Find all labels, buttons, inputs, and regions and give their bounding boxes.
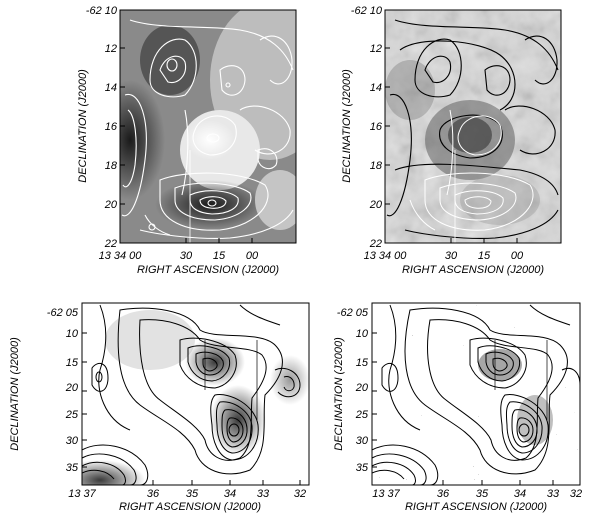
panel-b-xtick: 13 34 00 — [364, 250, 408, 262]
panel-b-ytick: 20 — [369, 199, 383, 211]
panel-c-x-ticks — [152, 480, 301, 485]
panel-d-xtick: 34 — [514, 488, 526, 500]
panel-d-ytick: 15 — [356, 357, 369, 369]
panel-a-x-ticks — [185, 238, 253, 243]
panel-d-ytick: 20 — [355, 382, 369, 394]
panel-d-x-ticks — [442, 480, 554, 485]
panel-b-xlabel: RIGHT ASCENSION (J2000) — [402, 264, 544, 276]
panel-c-y-ticks — [82, 332, 87, 468]
panel-a-xtick: 13 34 00 — [99, 250, 143, 262]
panel-d: -62 05 10 15 20 25 30 35 13 37 36 35 34 … — [333, 302, 582, 513]
panel-a-ytick: 16 — [105, 121, 118, 133]
panel-b-ytick: 22 — [369, 238, 382, 250]
panel-a-ytick: 20 — [104, 199, 118, 211]
panel-d-xtick: 35 — [476, 488, 489, 500]
panel-a-xtick: 15 — [213, 250, 226, 262]
panel-b-xtick: 15 — [478, 250, 491, 262]
panel-c-xtick: 36 — [147, 488, 160, 500]
panel-c-frame — [81, 302, 310, 486]
panel-c-xlabel: RIGHT ASCENSION (J2000) — [119, 501, 261, 513]
panel-b-xtick: 30 — [445, 250, 458, 262]
panel-c-xtick: 32 — [294, 488, 306, 500]
panel-b-ytick: 12 — [370, 43, 382, 55]
panel-d-ytick: 30 — [356, 435, 369, 447]
panel-b-image — [385, 10, 561, 243]
panel-c-ytick: 30 — [66, 435, 79, 447]
panel-c-image — [82, 303, 309, 485]
panel-c-ytop: -62 05 — [47, 307, 79, 319]
panel-a-ylabel: DECLINATION (J2000) — [77, 69, 89, 183]
panel-b-ytick: 14 — [370, 82, 382, 94]
panel-a-ytick: 18 — [105, 160, 118, 172]
panel-c-xtick: 35 — [186, 488, 199, 500]
panel-a-image — [120, 10, 296, 243]
panel-d-xtick: 13 37 — [372, 488, 400, 500]
panel-c-ytick: 15 — [66, 357, 79, 369]
panel-b-ytick: 16 — [370, 121, 383, 133]
panel-b: -62 10 12 14 16 18 20 22 13 34 00 30 15 … — [341, 5, 562, 276]
panel-a-ytick: 22 — [104, 238, 117, 250]
panel-a-xlabel: RIGHT ASCENSION (J2000) — [137, 264, 279, 276]
panel-d-ytop: -62 05 — [337, 307, 369, 319]
panel-a: -62 10 12 14 16 18 20 22 13 34 00 30 15 … — [77, 5, 297, 276]
panel-c: -62 05 10 15 20 25 30 35 13 37 36 35 34 … — [9, 302, 310, 513]
panel-a-ytick: 14 — [105, 82, 117, 94]
panel-d-ytick: 25 — [355, 409, 369, 421]
panel-d-ylabel: DECLINATION (J2000) — [333, 337, 345, 451]
panel-c-xtick: 33 — [257, 488, 270, 500]
panel-b-ytick: 18 — [370, 160, 383, 172]
panel-d-xtick: 36 — [437, 488, 450, 500]
panel-a-y-ticks — [120, 47, 125, 244]
panel-b-y-ticks — [385, 47, 390, 244]
panel-d-ytick: 10 — [356, 328, 369, 340]
panel-c-ytick: 20 — [65, 382, 79, 394]
panel-d-image — [372, 303, 580, 485]
panel-d-xlabel: RIGHT ASCENSION (J2000) — [405, 501, 547, 513]
panel-d-xtick: 32 — [570, 488, 582, 500]
panel-a-ytick: 12 — [105, 43, 117, 55]
panel-b-ytop: -62 10 — [351, 5, 383, 17]
panel-b-x-ticks — [450, 238, 518, 243]
panel-c-ytick: 10 — [66, 328, 79, 340]
panel-b-ylabel: DECLINATION (J2000) — [341, 69, 353, 183]
panel-d-ytick: 35 — [356, 462, 369, 474]
panel-c-ylabel: DECLINATION (J2000) — [9, 337, 21, 451]
panel-a-ytop: -62 10 — [86, 5, 118, 17]
panel-d-xtick: 33 — [547, 488, 560, 500]
panel-c-xtick: 34 — [224, 488, 236, 500]
panel-d-frame — [371, 302, 581, 486]
panel-c-ytick: 25 — [65, 409, 79, 421]
panel-b-xtick: 00 — [511, 250, 524, 262]
panel-c-ytick: 35 — [66, 462, 79, 474]
panel-c-xtick: 13 37 — [68, 488, 96, 500]
panel-a-xtick: 00 — [246, 250, 259, 262]
panel-d-y-ticks — [372, 332, 377, 468]
panel-a-xtick: 30 — [180, 250, 193, 262]
